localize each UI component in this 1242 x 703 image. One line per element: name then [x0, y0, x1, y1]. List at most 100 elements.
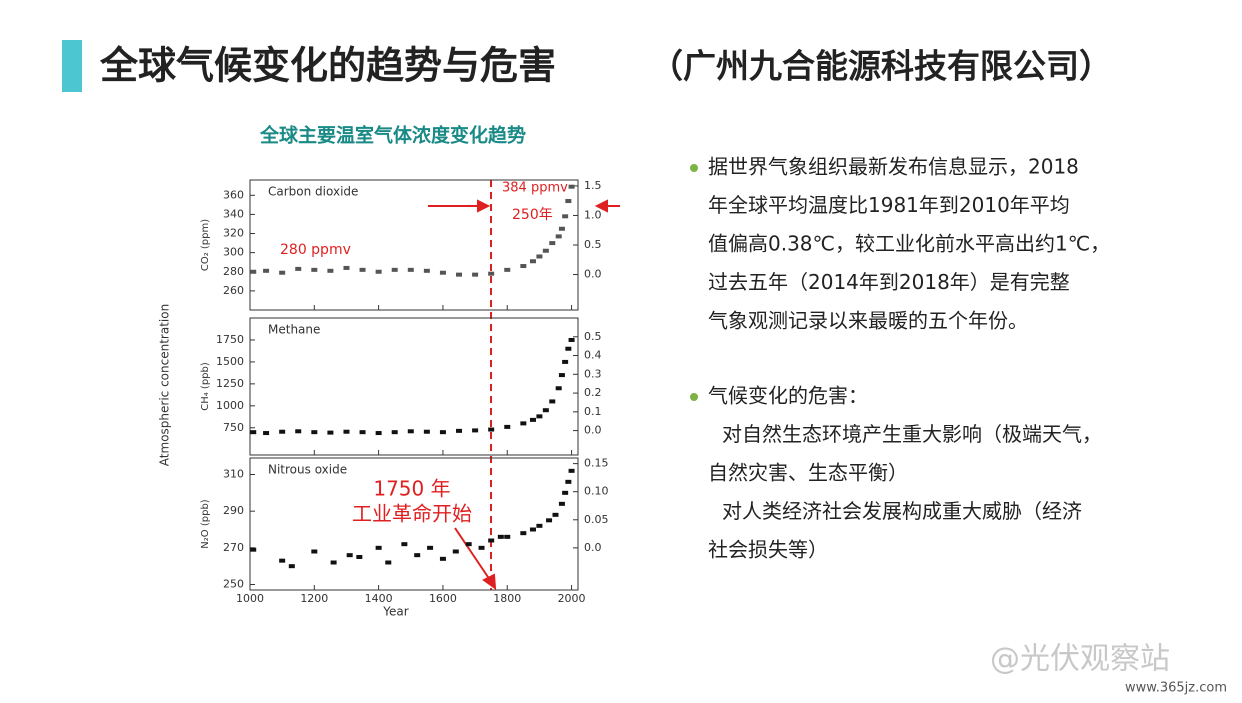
- point: [520, 421, 527, 426]
- point: [288, 564, 295, 569]
- point: [375, 545, 382, 550]
- plot-frame: [249, 457, 579, 591]
- point: [565, 479, 572, 484]
- point: [414, 553, 421, 558]
- point: [263, 268, 270, 273]
- bullet-line: 据世界气象组织最新发布信息显示，2018: [708, 155, 1079, 179]
- annotation: 384 ppmv: [502, 181, 568, 196]
- y2-tick-label: 0.15: [584, 457, 609, 470]
- point: [536, 523, 543, 528]
- point: [478, 545, 485, 550]
- point: [391, 267, 398, 272]
- y2-tick-label: 1.5: [584, 179, 602, 192]
- y2-tick-label: 0.10: [584, 485, 609, 498]
- point: [568, 184, 575, 189]
- point: [555, 234, 562, 239]
- point: [279, 429, 286, 434]
- title-bar: [62, 40, 82, 92]
- bullet-dot: [690, 393, 698, 401]
- x-tick-label: 1600: [429, 592, 457, 605]
- point: [504, 424, 511, 429]
- bullet-line: 年全球平均温度比1981年到2010年平均: [708, 193, 1070, 217]
- point: [529, 259, 536, 264]
- point: [558, 501, 565, 506]
- bullet-dot: [690, 164, 698, 172]
- point: [330, 560, 337, 565]
- title: 全球气候变化的趋势与危害: [99, 44, 556, 88]
- y-tick-label: 280: [223, 265, 244, 278]
- point: [423, 268, 430, 273]
- point: [529, 527, 536, 532]
- point: [359, 267, 366, 272]
- panel-label: Carbon dioxide: [268, 185, 358, 199]
- point: [439, 430, 446, 435]
- arrow: [454, 527, 491, 581]
- point: [375, 269, 382, 274]
- y2-tick-label: 0.3: [584, 367, 602, 380]
- point: [427, 545, 434, 550]
- point: [520, 531, 527, 536]
- point: [359, 430, 366, 435]
- x-tick-label: 2000: [558, 592, 586, 605]
- point: [565, 199, 572, 204]
- company: （广州九合能源科技有限公司）: [650, 47, 1112, 86]
- x-tick-label: 1000: [236, 592, 264, 605]
- point: [263, 431, 270, 436]
- y-tick-label: 1250: [216, 377, 244, 390]
- y2-tick-label: 0.2: [584, 386, 602, 399]
- point: [250, 547, 257, 552]
- y-axis-label: CO₂ (ppm): [200, 219, 211, 271]
- point: [488, 427, 495, 432]
- y-tick-label: 750: [223, 421, 244, 434]
- point: [407, 429, 414, 434]
- y-tick-label: 260: [223, 284, 244, 297]
- bullet-line: 对自然生态环境产生重大影响（极端天气，: [722, 422, 1102, 446]
- bullet-line: 自然灾害、生态平衡）: [708, 461, 908, 485]
- figure-title: 全球主要温室气体浓度变化趋势: [259, 124, 526, 147]
- y-axis-label: N₂O (ppb): [200, 499, 211, 548]
- point: [504, 267, 511, 272]
- point: [356, 555, 363, 559]
- point: [497, 534, 504, 539]
- bullet-line: 气象观测记录以来最暖的五个年份。: [708, 309, 1028, 333]
- point: [542, 248, 549, 253]
- point: [465, 542, 472, 547]
- point: [423, 429, 430, 434]
- point: [562, 490, 569, 495]
- point: [327, 268, 334, 273]
- y2-tick-label: 0.0: [584, 424, 602, 437]
- point: [452, 549, 459, 554]
- y-tick-label: 360: [223, 188, 244, 201]
- point: [536, 254, 543, 259]
- y2-tick-label: 1.0: [584, 208, 602, 221]
- annotation: 工业革命开始: [352, 502, 472, 526]
- y2-tick-label: 0.0: [584, 541, 602, 554]
- point: [279, 558, 286, 563]
- bullet-line: 社会损失等）: [708, 538, 828, 562]
- point: [488, 271, 495, 276]
- panel-label: Nitrous oxide: [268, 463, 347, 477]
- x-tick-label: 1400: [365, 592, 393, 605]
- y-tick-label: 320: [223, 227, 244, 240]
- arrow-head: [477, 199, 491, 213]
- point: [568, 337, 575, 342]
- point: [565, 346, 572, 351]
- point: [327, 430, 334, 435]
- bullet-line: 值偏高0.38℃，较工业化前水平高出约1℃，: [708, 232, 1110, 256]
- y2-tick-label: 0.5: [584, 330, 602, 343]
- bullet-line: 气候变化的危害：: [708, 384, 868, 408]
- y-tick-label: 340: [223, 207, 244, 220]
- point: [562, 359, 569, 364]
- point: [558, 226, 565, 231]
- point: [311, 430, 318, 435]
- annotation: 1750 年: [373, 477, 450, 501]
- point: [439, 556, 446, 561]
- watermark-site: www.365jz.com: [1125, 681, 1227, 696]
- point: [542, 408, 549, 413]
- arrows: [428, 199, 620, 591]
- point: [250, 269, 257, 274]
- point: [311, 549, 318, 554]
